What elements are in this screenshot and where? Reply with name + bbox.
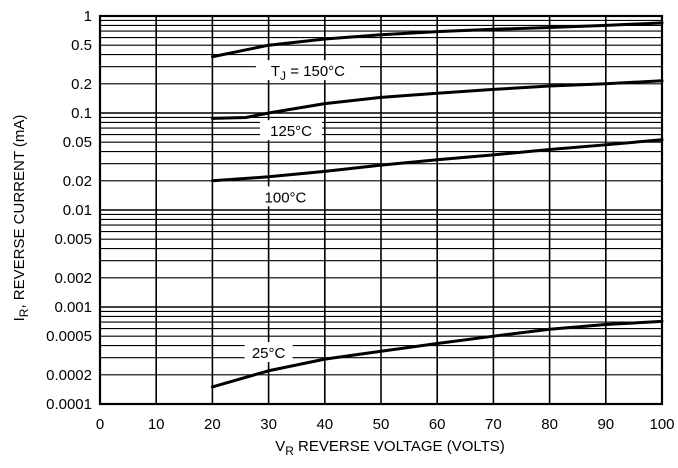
y-tick-label: 0.002 — [54, 270, 92, 287]
series-line-1 — [210, 79, 664, 120]
x-axis-label: VR REVERSE VOLTAGE (VOLTS) — [275, 438, 505, 458]
y-tick-label: 0.01 — [63, 202, 92, 219]
curve-labels: TJ = 150°C 125°C 100°C 25°C — [244, 60, 360, 363]
y-tick-label: 0.02 — [63, 173, 92, 190]
x-tick-label: 70 — [485, 416, 502, 433]
y-tick-label: 0.0002 — [46, 367, 92, 384]
plot-frame — [98, 14, 664, 406]
y-axis-label: IR, REVERSE CURRENT (mA) — [11, 115, 31, 322]
x-tick-label: 10 — [148, 416, 165, 433]
y-tick-label: 0.5 — [71, 37, 92, 54]
x-tick-label: 0 — [96, 416, 104, 433]
series-layer — [210, 21, 664, 389]
series-line-0 — [210, 21, 664, 59]
x-tick-label: 30 — [260, 416, 277, 433]
x-tick-label: 100 — [649, 416, 674, 433]
x-tick-label: 90 — [597, 416, 614, 433]
curve-label-bg — [244, 342, 293, 363]
x-tick-label: 40 — [316, 416, 333, 433]
y-tick-label: 0.2 — [71, 76, 92, 93]
curve-label-2: 100°C — [265, 189, 307, 206]
x-tick-label: 50 — [373, 416, 390, 433]
curve-label-bg — [255, 60, 360, 81]
grid — [98, 14, 664, 406]
y-tick-label: 0.0005 — [46, 328, 92, 345]
x-axis-ticks: 0 10 20 30 40 50 60 70 80 90 100 — [96, 416, 675, 433]
y-axis-ticks: 1 0.5 0.2 0.1 0.05 0.02 0.01 0.005 0.002 0.001 0.0… — [46, 8, 92, 413]
y-tick-label: 0.001 — [54, 299, 92, 316]
y-tick-label: 0.005 — [54, 231, 92, 248]
curve-label-bg — [260, 120, 323, 141]
x-tick-label: 80 — [541, 416, 558, 433]
curve-label-bg — [254, 186, 317, 207]
y-tick-label: 0.05 — [63, 134, 92, 151]
x-tick-label: 60 — [429, 416, 446, 433]
y-tick-label: 0.1 — [71, 105, 92, 122]
series-line-2 — [210, 138, 664, 183]
curve-label-3: 25°C — [252, 345, 286, 362]
x-tick-label: 20 — [204, 416, 221, 433]
curve-label-1: 125°C — [270, 123, 312, 140]
series-line-3 — [210, 319, 664, 389]
curve-label-0: TJ = 150°C — [271, 63, 345, 83]
y-tick-label: 0.0001 — [46, 396, 92, 413]
y-tick-label: 1 — [84, 8, 92, 25]
